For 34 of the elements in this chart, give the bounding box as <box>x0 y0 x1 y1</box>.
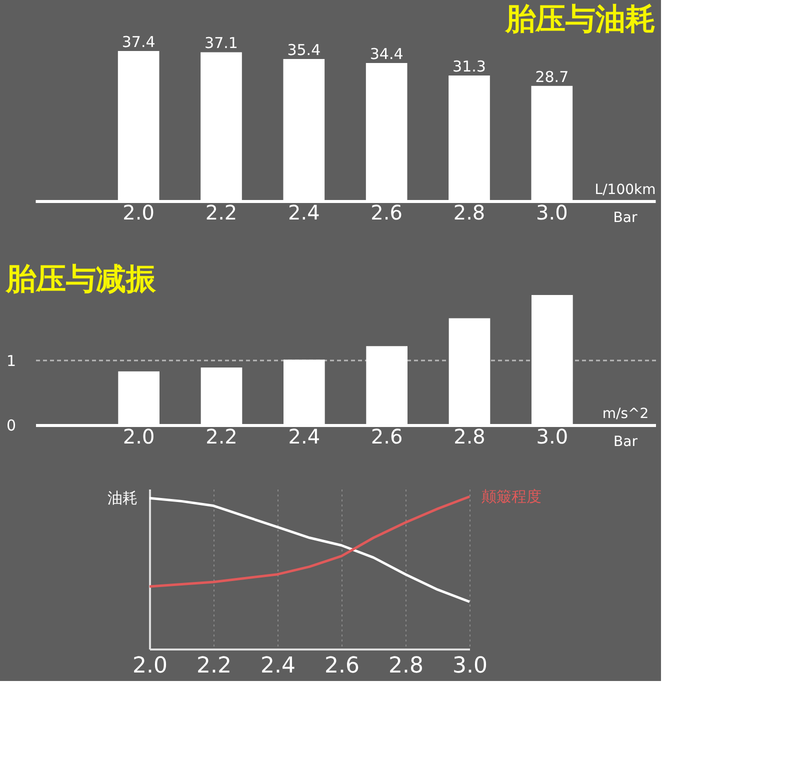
x-tick-label: 2.2 <box>205 200 238 224</box>
x-tick-label: 2.6 <box>370 200 402 224</box>
series-label: 油耗 <box>108 489 138 508</box>
data-label: 35.4 <box>287 41 321 60</box>
x-tick-label: 3.0 <box>536 200 568 224</box>
series-label: 颠簸程度 <box>482 488 542 506</box>
x-tick-label: 2.0 <box>122 424 155 448</box>
y-tick-label: 0 <box>6 416 16 434</box>
x-tick-label: 2.2 <box>206 424 238 448</box>
chart-title: 胎压与减振 <box>4 262 157 297</box>
x-axis-title: Bar <box>614 434 638 450</box>
x-tick-label: 2.4 <box>288 424 320 448</box>
x-axis-title: Bar <box>613 210 638 226</box>
x-tick-label: 2.8 <box>388 654 424 678</box>
x-tick-label: 2.2 <box>196 654 232 678</box>
x-tick-label: 2.0 <box>132 654 168 678</box>
x-tick-label: 2.4 <box>288 200 320 224</box>
x-tick-label: 3.0 <box>536 424 568 448</box>
x-tick-label: 2.0 <box>122 200 154 224</box>
data-label: 28.7 <box>535 68 569 86</box>
x-tick-label: 2.6 <box>370 424 403 448</box>
y-axis-title: m/s^2 <box>602 406 649 422</box>
x-tick-label: 2.8 <box>454 424 486 448</box>
data-label: 37.1 <box>204 34 238 52</box>
x-tick-label: 2.8 <box>453 200 486 224</box>
data-label: 31.3 <box>452 57 486 76</box>
x-tick-label: 3.0 <box>452 654 488 678</box>
data-label: 34.4 <box>370 45 404 64</box>
x-tick-label: 2.6 <box>324 654 360 678</box>
y-tick-label: 1 <box>6 352 16 370</box>
data-label: 37.4 <box>122 33 156 51</box>
chart-title: 胎压与油耗 <box>504 2 656 37</box>
y-axis-title: L/100km <box>594 182 656 198</box>
x-tick-label: 2.4 <box>260 654 296 678</box>
